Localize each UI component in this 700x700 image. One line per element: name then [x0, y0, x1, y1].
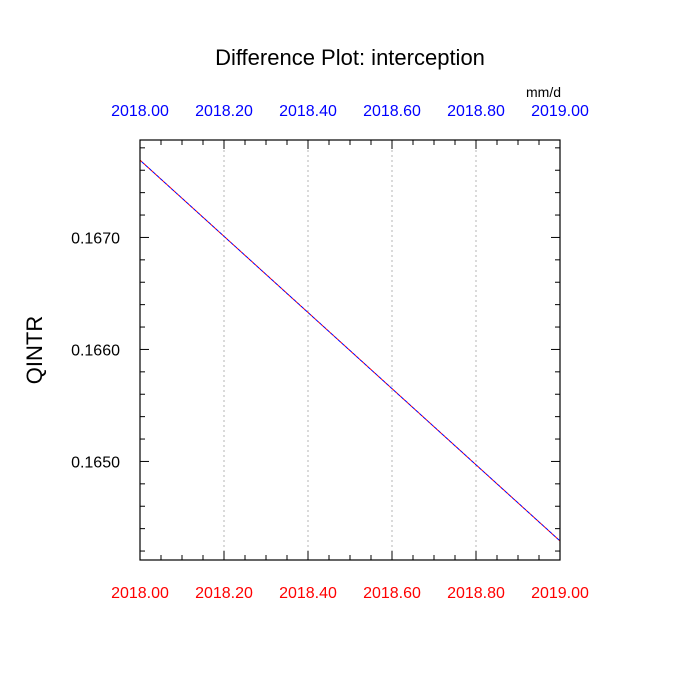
x-tick-label-top: 2019.00: [531, 103, 589, 120]
x-tick-label-bottom: 2018.20: [195, 585, 253, 602]
tick-labels: 2018.00 2018.00 2018.20 2018.20 2018.40 2018.…: [71, 103, 589, 602]
units-label: mm/d: [526, 84, 561, 100]
chart-title: Difference Plot: interception: [215, 45, 485, 70]
y-tick-label: 0.1660: [71, 342, 120, 359]
x-tick-label-top: 2018.20: [195, 103, 253, 120]
grid-lines: [223, 140, 477, 560]
y-tick-label: 0.1670: [71, 230, 120, 247]
series-line-a: [139, 159, 561, 542]
series-layer: [139, 159, 561, 542]
x-tick-label-top: 2018.00: [111, 103, 169, 120]
x-tick-label-top: 2018.40: [279, 103, 337, 120]
x-tick-label-top: 2018.60: [363, 103, 421, 120]
series-line-b: [139, 159, 561, 542]
x-tick-label-bottom: 2018.40: [279, 585, 337, 602]
x-tick-label-bottom: 2018.00: [111, 585, 169, 602]
x-tick-label-bottom: 2018.80: [447, 585, 505, 602]
plot-frame: [139, 139, 561, 561]
x-tick-label-top: 2018.80: [447, 103, 505, 120]
y-tick-label: 0.1650: [71, 454, 120, 471]
x-tick-label-bottom: 2018.60: [363, 585, 421, 602]
y-axis-label: QINTR: [22, 316, 47, 384]
x-tick-label-bottom: 2019.00: [531, 585, 589, 602]
